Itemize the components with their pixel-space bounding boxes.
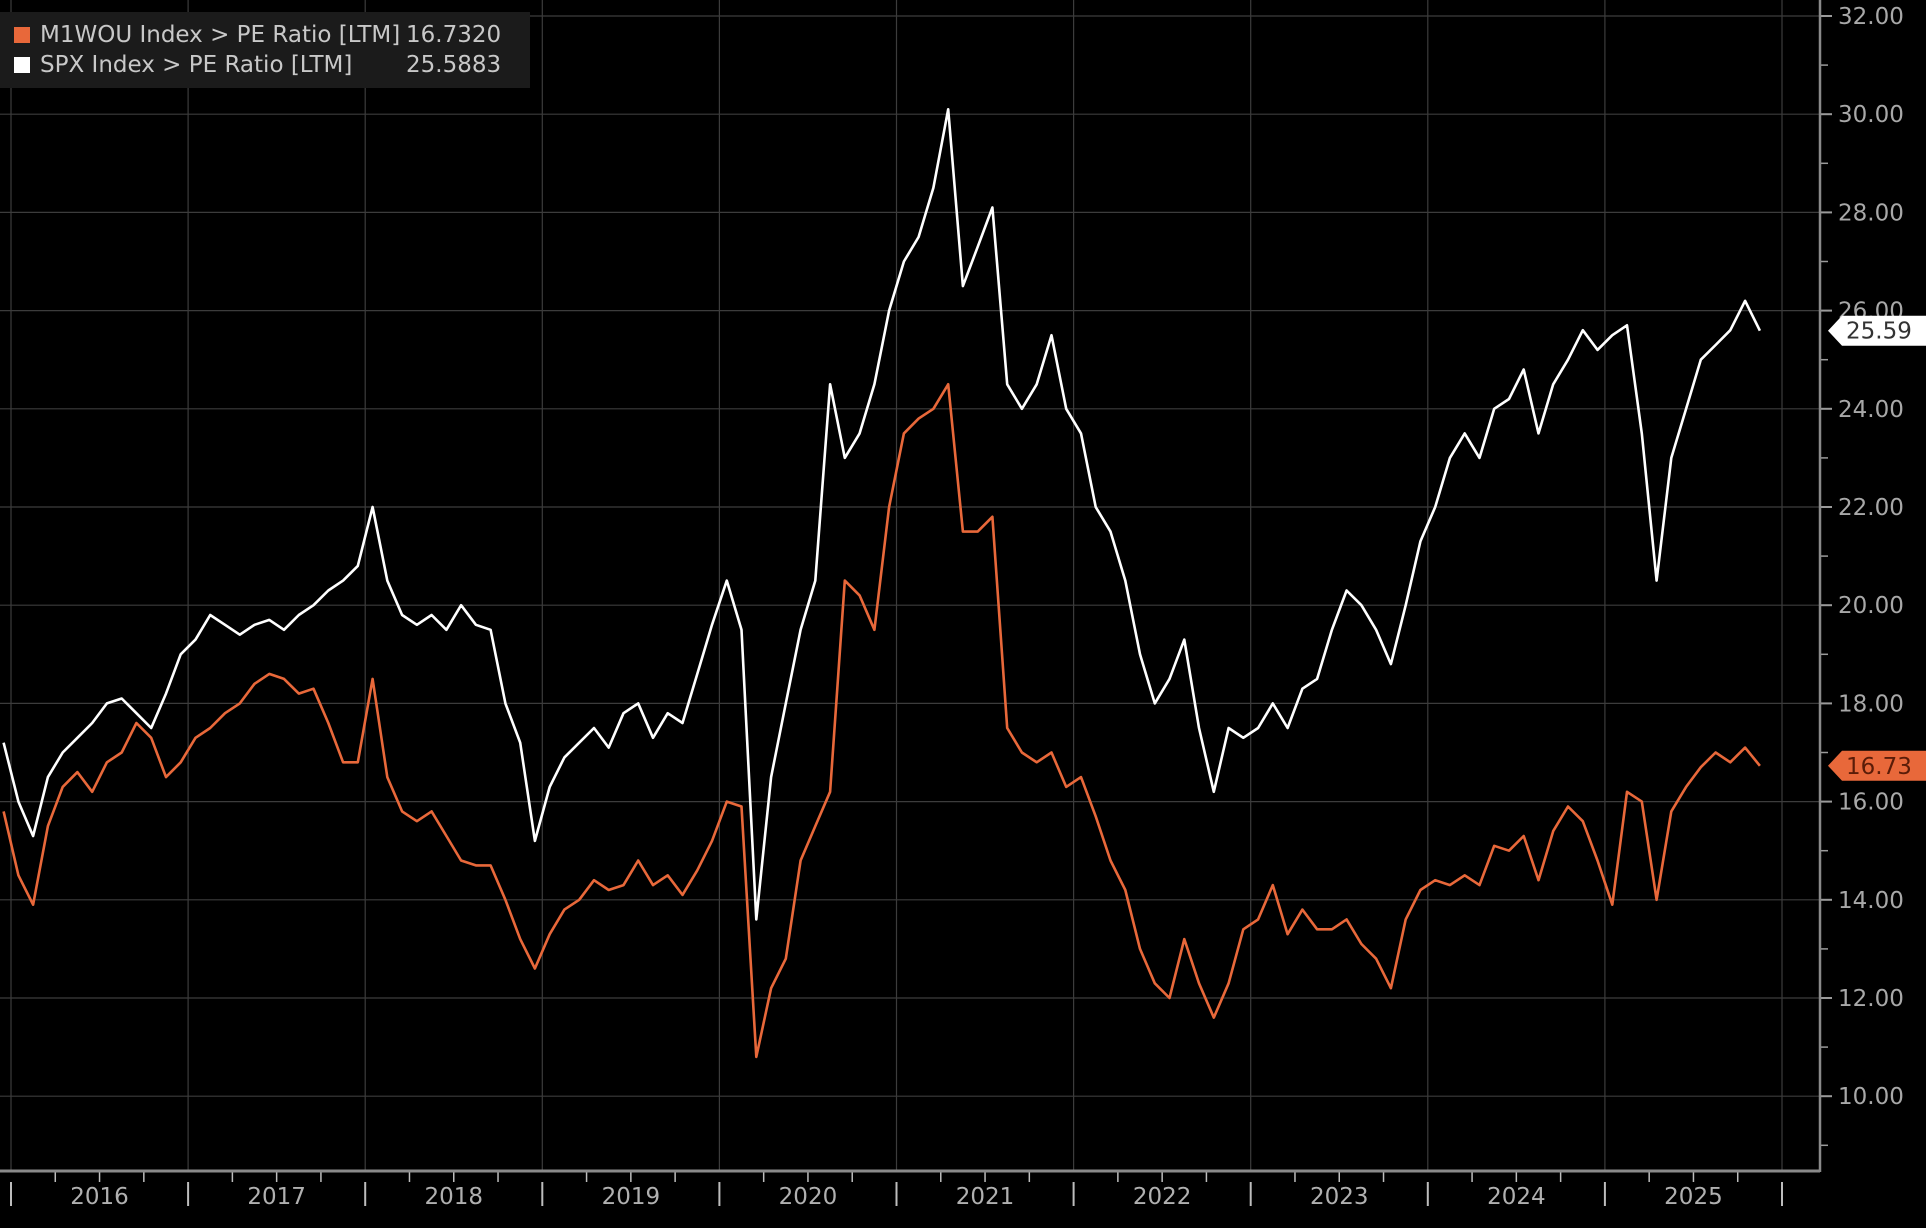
y-tick-label: 10.00	[1838, 1084, 1904, 1110]
y-tick-label: 32.00	[1838, 4, 1904, 30]
x-tick-label: 2016	[70, 1184, 129, 1210]
legend-value: 16.7320	[406, 22, 502, 48]
legend-item-m1wou[interactable]: M1WOU Index > PE Ratio [LTM] 16.7320	[14, 20, 501, 50]
x-tick-label: 2025	[1664, 1184, 1723, 1210]
x-tick-label: 2022	[1133, 1184, 1192, 1210]
y-tick-label: 24.00	[1838, 397, 1904, 423]
y-tick-label: 20.00	[1838, 593, 1904, 619]
legend-label: M1WOU Index > PE Ratio [LTM]	[40, 22, 401, 48]
series-line-m1wou	[2, 382, 1761, 1059]
x-tick-label: 2021	[956, 1184, 1015, 1210]
y-tick-label: 22.00	[1838, 495, 1904, 521]
y-tick-label: 12.00	[1838, 986, 1904, 1012]
tag-label: 16.73	[1846, 754, 1912, 780]
x-tick-label: 2017	[247, 1184, 306, 1210]
y-tick-label: 18.00	[1838, 691, 1904, 717]
y-tick-label: 16.00	[1838, 790, 1904, 816]
x-tick-label: 2024	[1487, 1184, 1546, 1210]
legend: M1WOU Index > PE Ratio [LTM] 16.7320 SPX…	[0, 12, 530, 88]
y-tick-label: 28.00	[1838, 200, 1904, 226]
legend-label: SPX Index > PE Ratio [LTM]	[40, 52, 353, 78]
legend-swatch-white	[14, 57, 30, 73]
legend-swatch-orange	[14, 27, 30, 43]
last-value-tag-m1wou: 16.73	[1828, 750, 1926, 781]
y-tick-label: 14.00	[1838, 888, 1904, 914]
y-tick-label: 30.00	[1838, 102, 1904, 128]
x-tick-label: 2018	[424, 1184, 483, 1210]
tag-background	[1828, 315, 1926, 346]
last-value-tag-spx: 25.59	[1828, 315, 1926, 346]
tag-label: 25.59	[1846, 319, 1912, 345]
x-tick-label: 2019	[602, 1184, 661, 1210]
x-tick-label: 2020	[779, 1184, 838, 1210]
legend-item-spx[interactable]: SPX Index > PE Ratio [LTM] 25.5883	[14, 50, 501, 80]
x-tick-label: 2023	[1310, 1184, 1369, 1210]
legend-value: 25.5883	[406, 52, 502, 78]
series-line-spx	[2, 108, 1762, 921]
tag-background	[1828, 750, 1926, 781]
